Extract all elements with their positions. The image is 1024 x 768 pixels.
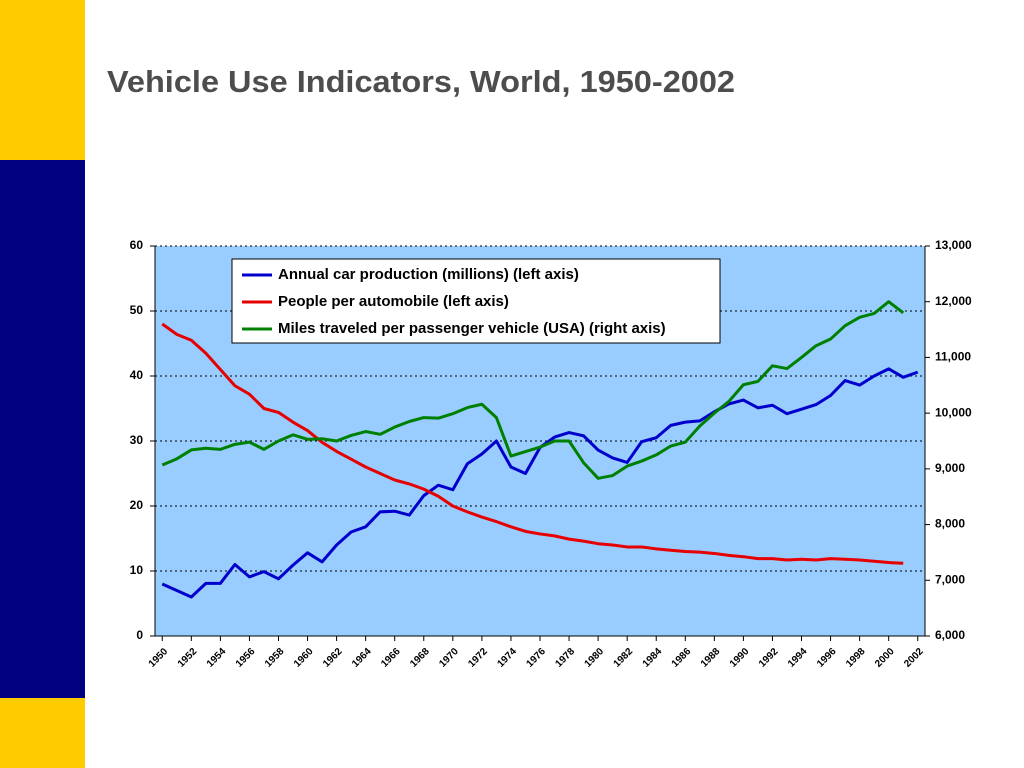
y2-tick-label: 12,000 — [935, 294, 972, 308]
stripe-yellow — [0, 698, 85, 768]
x-tick-label: 1978 — [554, 646, 578, 670]
x-tick-label: 1954 — [205, 646, 229, 670]
x-tick-label: 1970 — [437, 646, 461, 670]
y-tick-label: 50 — [130, 303, 144, 317]
x-tick-label: 1964 — [350, 646, 374, 670]
y2-tick-label: 13,000 — [935, 238, 972, 252]
series-line — [161, 322, 904, 565]
x-tick-label: 1998 — [844, 646, 868, 670]
x-tick-label: 1976 — [524, 646, 548, 670]
y2-tick-label: 10,000 — [935, 405, 972, 419]
y-tick-label: 30 — [130, 433, 144, 447]
x-tick-label: 1968 — [408, 646, 432, 670]
chart-title: Vehicle Use Indicators, World, 1950-2002 — [107, 64, 735, 99]
y-tick-label: 10 — [130, 563, 144, 577]
x-tick-label: 1990 — [728, 646, 752, 670]
x-tick-label: 1996 — [815, 646, 839, 670]
x-tick-label: 1950 — [147, 646, 171, 670]
x-tick-label: 1986 — [670, 646, 694, 670]
x-tick-label: 1960 — [292, 646, 316, 670]
series-line — [161, 300, 905, 480]
x-tick-label: 1984 — [641, 646, 665, 670]
x-tick-label: 1994 — [786, 646, 810, 670]
x-tick-label: 2002 — [902, 646, 926, 670]
y-tick-label: 20 — [130, 498, 144, 512]
legend-label: People per automobile (left axis) — [278, 293, 509, 310]
stripe-yellow — [0, 0, 85, 160]
x-tick-label: 1956 — [234, 646, 258, 670]
x-tick-label: 1972 — [466, 646, 490, 670]
stripe-navy — [0, 160, 85, 698]
legend-label: Annual car production (millions) (left a… — [278, 266, 579, 283]
y-tick-label: 40 — [130, 368, 144, 382]
x-tick-label: 2000 — [873, 646, 897, 670]
y-tick-label: 0 — [136, 628, 143, 642]
y2-tick-label: 9,000 — [935, 461, 965, 475]
x-tick-label: 1980 — [583, 646, 607, 670]
legend-label: Miles traveled per passenger vehicle (US… — [278, 320, 666, 337]
y2-tick-label: 11,000 — [935, 350, 971, 364]
x-tick-label: 1982 — [612, 646, 636, 670]
y2-tick-label: 7,000 — [935, 572, 965, 586]
x-tick-label: 1988 — [699, 646, 723, 670]
y2-tick-label: 8,000 — [935, 517, 965, 531]
y2-tick-label: 6,000 — [935, 628, 965, 642]
x-tick-label: 1952 — [176, 646, 200, 670]
x-tick-label: 1962 — [321, 646, 345, 670]
x-tick-label: 1966 — [379, 646, 403, 670]
x-tick-label: 1974 — [495, 646, 519, 670]
legend-box — [231, 258, 721, 344]
x-tick-label: 1992 — [757, 646, 781, 670]
y-tick-label: 60 — [130, 238, 144, 252]
x-tick-label: 1958 — [263, 646, 287, 670]
